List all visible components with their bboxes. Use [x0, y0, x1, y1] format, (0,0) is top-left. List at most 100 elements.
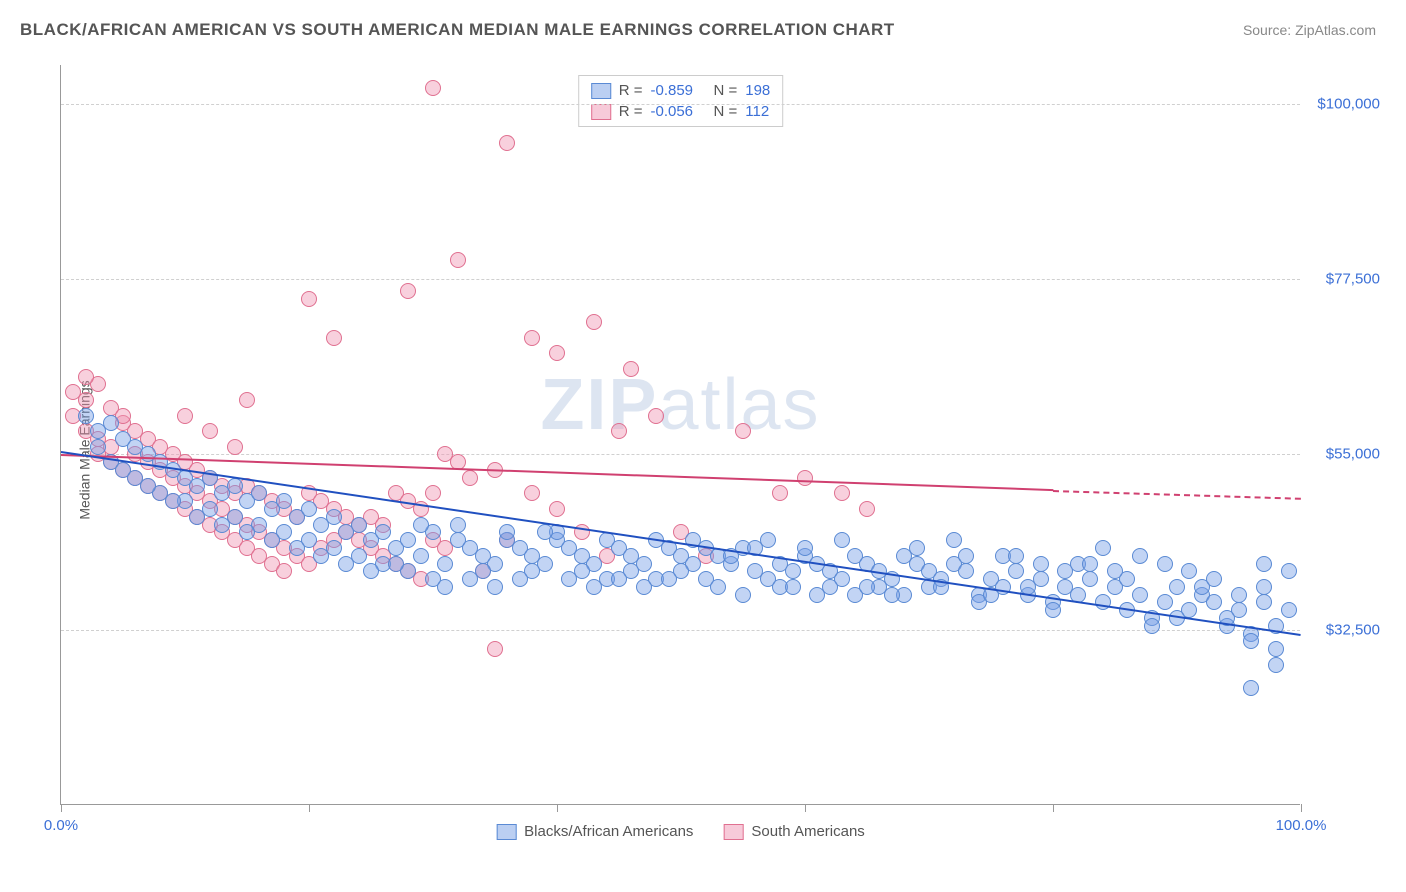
y-tick-label: $55,000 — [1326, 446, 1380, 463]
scatter-point — [140, 478, 156, 494]
x-tick — [805, 804, 806, 812]
scatter-point — [1144, 618, 1160, 634]
scatter-point — [1256, 579, 1272, 595]
x-tick — [557, 804, 558, 812]
x-tick-label: 0.0% — [44, 817, 78, 834]
scatter-point — [809, 587, 825, 603]
scatter-point — [425, 485, 441, 501]
scatter-point — [462, 571, 478, 587]
scatter-point — [103, 415, 119, 431]
scatter-point — [623, 361, 639, 377]
gridline-h — [61, 630, 1300, 631]
legend-label: South Americans — [751, 823, 864, 840]
scatter-point — [958, 563, 974, 579]
scatter-point — [264, 532, 280, 548]
scatter-point — [400, 283, 416, 299]
scatter-point — [177, 408, 193, 424]
scatter-point — [549, 501, 565, 517]
scatter-point — [78, 369, 94, 385]
scatter-point — [1107, 563, 1123, 579]
scatter-point — [214, 517, 230, 533]
scatter-point — [326, 509, 342, 525]
chart-container: Median Male Earnings ZIPatlas R =-0.859N… — [20, 55, 1386, 845]
scatter-point — [326, 330, 342, 346]
scatter-point — [289, 540, 305, 556]
scatter-point — [958, 548, 974, 564]
source-label: Source: ZipAtlas.com — [1243, 22, 1376, 38]
scatter-point — [239, 392, 255, 408]
scatter-point — [363, 563, 379, 579]
stat-legend: R =-0.859N =198R =-0.056N =112 — [578, 75, 784, 127]
scatter-point — [1082, 556, 1098, 572]
legend-item: Blacks/African Americans — [496, 823, 693, 840]
scatter-point — [1045, 602, 1061, 618]
stat-legend-row: R =-0.859N =198 — [591, 80, 771, 101]
scatter-point — [648, 408, 664, 424]
scatter-point — [561, 571, 577, 587]
trend-line-dashed — [1053, 490, 1301, 500]
scatter-point — [301, 501, 317, 517]
scatter-point — [946, 532, 962, 548]
scatter-point — [202, 423, 218, 439]
scatter-point — [450, 252, 466, 268]
scatter-point — [227, 439, 243, 455]
scatter-point — [338, 556, 354, 572]
n-label: N = — [713, 82, 737, 99]
scatter-point — [1281, 602, 1297, 618]
scatter-point — [586, 314, 602, 330]
scatter-point — [239, 524, 255, 540]
scatter-point — [785, 579, 801, 595]
scatter-point — [251, 485, 267, 501]
bottom-legend: Blacks/African Americans South Americans — [496, 823, 865, 840]
scatter-point — [1256, 556, 1272, 572]
scatter-point — [772, 485, 788, 501]
scatter-point — [301, 291, 317, 307]
scatter-point — [512, 571, 528, 587]
scatter-point — [1181, 563, 1197, 579]
scatter-point — [859, 501, 875, 517]
scatter-point — [1157, 594, 1173, 610]
scatter-point — [450, 517, 466, 533]
legend-swatch — [723, 824, 743, 840]
gridline-h — [61, 279, 1300, 280]
legend-swatch — [591, 104, 611, 120]
scatter-point — [859, 579, 875, 595]
scatter-point — [611, 571, 627, 587]
y-tick-label: $77,500 — [1326, 271, 1380, 288]
scatter-point — [797, 540, 813, 556]
legend-label: Blacks/African Americans — [524, 823, 693, 840]
scatter-point — [1157, 556, 1173, 572]
scatter-point — [1231, 587, 1247, 603]
scatter-point — [1206, 571, 1222, 587]
scatter-point — [189, 509, 205, 525]
scatter-point — [437, 556, 453, 572]
chart-title: BLACK/AFRICAN AMERICAN VS SOUTH AMERICAN… — [20, 20, 895, 40]
scatter-point — [537, 524, 553, 540]
legend-item: South Americans — [723, 823, 864, 840]
scatter-point — [1033, 556, 1049, 572]
scatter-point — [1206, 594, 1222, 610]
legend-swatch — [496, 824, 516, 840]
scatter-point — [1082, 571, 1098, 587]
scatter-point — [834, 532, 850, 548]
scatter-point — [586, 579, 602, 595]
scatter-point — [1268, 641, 1284, 657]
scatter-point — [78, 392, 94, 408]
scatter-point — [1008, 563, 1024, 579]
n-value: 112 — [745, 103, 769, 120]
scatter-point — [661, 571, 677, 587]
scatter-point — [710, 579, 726, 595]
x-tick — [61, 804, 62, 812]
r-label: R = — [619, 82, 643, 99]
watermark: ZIPatlas — [540, 364, 820, 446]
scatter-point — [413, 517, 429, 533]
gridline-h — [61, 454, 1300, 455]
scatter-point — [611, 423, 627, 439]
scatter-point — [884, 587, 900, 603]
x-tick-label: 100.0% — [1276, 817, 1327, 834]
scatter-point — [1256, 594, 1272, 610]
scatter-point — [227, 478, 243, 494]
x-tick — [1301, 804, 1302, 812]
scatter-point — [1008, 548, 1024, 564]
scatter-point — [425, 80, 441, 96]
